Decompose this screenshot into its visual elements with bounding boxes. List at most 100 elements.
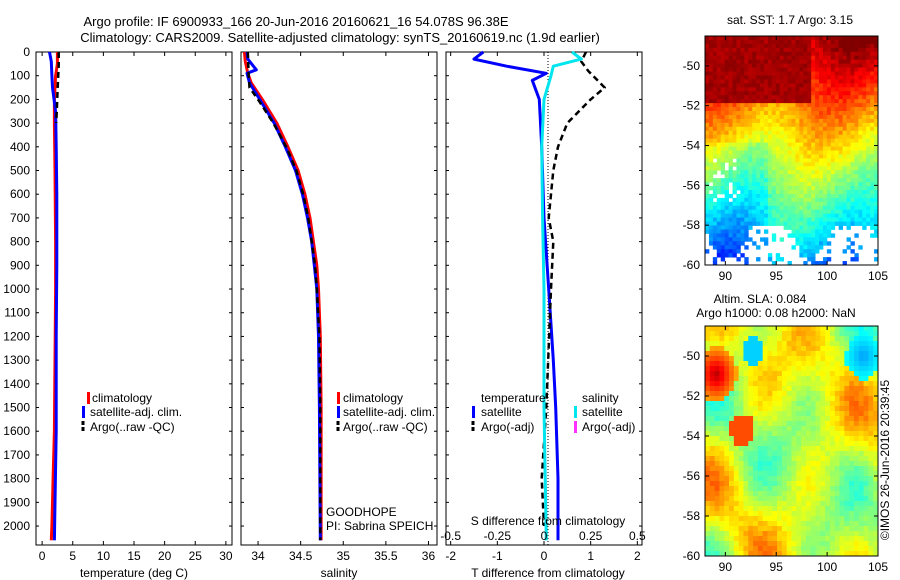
sst-cell <box>728 221 733 226</box>
sla-cell <box>801 491 807 497</box>
sst-cell <box>716 245 722 250</box>
sla-cell <box>805 421 812 427</box>
sst-cell <box>819 178 824 183</box>
sst-cell <box>775 111 781 116</box>
sst-cell <box>791 59 796 65</box>
sst-cell <box>732 174 737 179</box>
sla-cell <box>834 536 840 542</box>
sla-cell <box>714 511 720 517</box>
sst-cell <box>834 178 840 183</box>
sst-cell <box>744 36 749 41</box>
sla-cell <box>810 481 816 487</box>
sst-cell <box>811 178 816 183</box>
sst-cell <box>846 205 851 211</box>
sla-cell <box>825 416 831 422</box>
sla-cell <box>738 396 744 402</box>
sla-cell <box>810 486 816 492</box>
sst-cell <box>834 103 840 108</box>
sla-cell <box>810 411 816 417</box>
sst-cell <box>819 186 824 191</box>
sla-cell <box>729 441 735 447</box>
sla-cell <box>791 326 797 332</box>
sst-cell <box>783 55 788 61</box>
sla-cell <box>724 496 730 502</box>
map-y-tick-label: -52 <box>683 99 701 113</box>
sla-cell <box>791 511 797 517</box>
sla-cell <box>719 436 725 442</box>
sst-cell <box>854 43 859 49</box>
sst-cell <box>720 79 726 84</box>
sst-cell <box>712 114 718 120</box>
legend-label-satellite: satellite-adj. clim. <box>90 405 182 419</box>
sla-cell <box>743 361 749 367</box>
sst-cell <box>834 59 840 65</box>
sst-cell <box>740 118 745 124</box>
sla-cell <box>709 506 716 512</box>
legend-swatch-temp-satellite <box>472 406 475 418</box>
sst-cell <box>819 166 824 171</box>
sla-cell <box>805 501 812 507</box>
sst-cell <box>862 59 867 65</box>
sst-cell <box>763 130 769 136</box>
sst-cell <box>724 225 729 230</box>
sst-cell <box>720 39 726 45</box>
sla-cell <box>815 396 821 402</box>
sla-cell <box>767 426 773 432</box>
sst-cell <box>705 75 710 80</box>
sst-cell <box>724 99 729 104</box>
sst-cell <box>732 229 737 234</box>
sst-cell <box>705 189 710 195</box>
sst-cell <box>842 107 847 112</box>
sst-cell <box>807 99 812 104</box>
sst-cell <box>728 71 733 76</box>
sla-cell <box>772 431 778 437</box>
sst-cell <box>736 122 741 128</box>
sla-cell <box>829 451 836 457</box>
sla-cell <box>858 371 864 377</box>
sst-cell <box>720 134 726 140</box>
sla-cell <box>753 456 759 462</box>
sst-cell <box>807 158 812 163</box>
sla-cell <box>786 351 792 357</box>
sst-cell <box>862 103 867 108</box>
sla-cell <box>719 506 725 512</box>
sla-cell <box>772 361 778 367</box>
sst-cell <box>870 209 875 215</box>
sla-cell <box>767 421 773 427</box>
sla-cell <box>829 541 836 547</box>
sst-cell <box>771 67 777 72</box>
sst-cell <box>834 166 840 171</box>
sla-cell <box>858 406 864 412</box>
sst-cell <box>807 237 812 242</box>
sst-cell <box>819 51 824 57</box>
sla-cell <box>762 401 768 407</box>
sla-cell <box>815 331 821 337</box>
sst-cell <box>787 59 792 65</box>
sla-cell <box>729 446 735 452</box>
sst-cell <box>775 79 781 84</box>
sla-cell <box>753 541 759 547</box>
sst-cell <box>815 114 820 120</box>
sst-cell <box>870 193 875 199</box>
sst-cell <box>732 186 737 191</box>
sst-cell <box>854 118 859 124</box>
sla-cell <box>753 436 759 442</box>
sst-cell <box>858 114 863 120</box>
sst-cell <box>811 229 816 234</box>
sst-cell <box>838 122 844 128</box>
sst-cell <box>862 138 867 144</box>
sst-cell <box>779 47 785 53</box>
sst-cell <box>787 186 792 191</box>
sst-cell <box>732 83 737 88</box>
sst-cell <box>854 166 859 171</box>
sla-cell <box>868 516 874 522</box>
sst-cell <box>705 205 710 211</box>
sla-cell <box>810 536 816 542</box>
sst-cell <box>854 205 859 211</box>
sst-cell <box>822 63 828 68</box>
sla-cell <box>801 516 807 522</box>
sla-cell <box>834 471 840 477</box>
sst-cell <box>787 166 792 171</box>
sst-cell <box>862 111 867 116</box>
sla-cell <box>810 471 816 477</box>
